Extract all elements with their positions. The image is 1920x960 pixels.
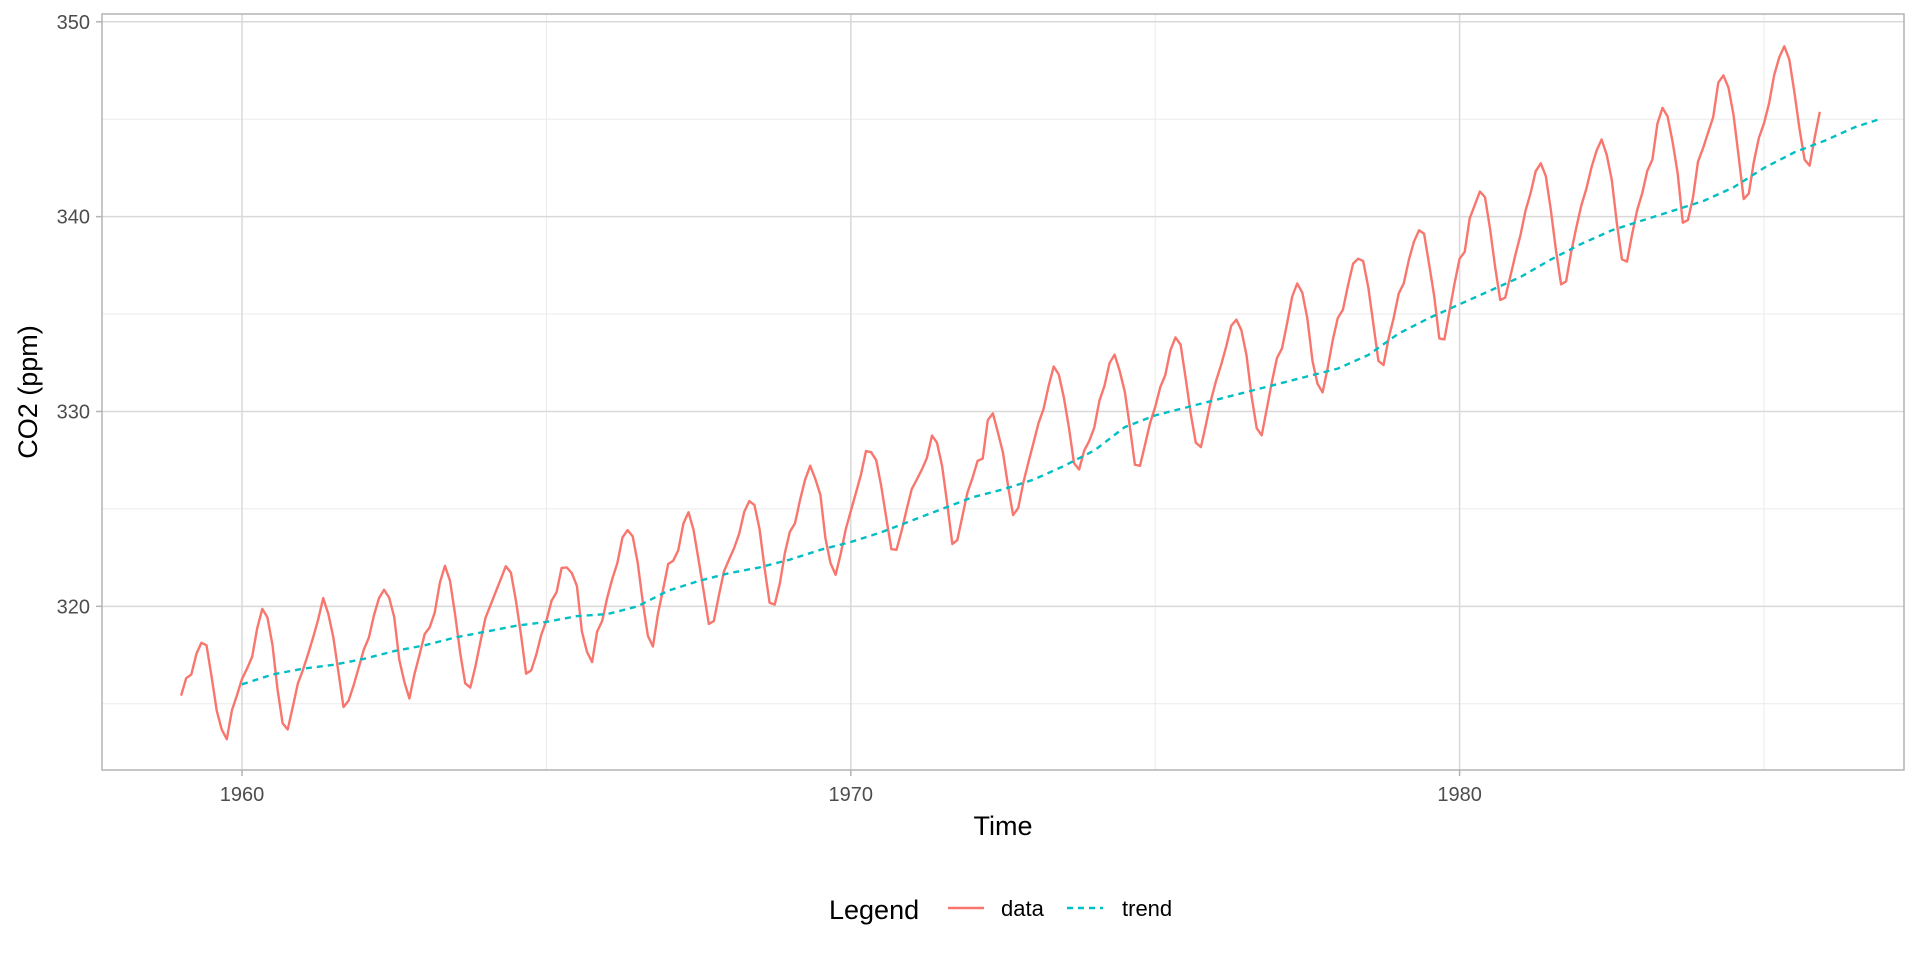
x-tick-label: 1980 <box>1437 784 1482 806</box>
y-axis-title: CO2 (ppm) <box>13 325 43 459</box>
legend-title: Legend <box>829 895 919 925</box>
y-tick-label: 340 <box>57 207 90 229</box>
legend-label-data: data <box>1001 896 1045 921</box>
y-tick-label: 320 <box>57 596 90 618</box>
x-tick-label: 1960 <box>220 784 265 806</box>
x-axis-title: Time <box>974 811 1033 841</box>
y-tick-label: 350 <box>57 12 90 34</box>
legend-label-trend: trend <box>1122 896 1172 921</box>
x-tick-label: 1970 <box>829 784 874 806</box>
y-tick-label: 330 <box>57 401 90 423</box>
